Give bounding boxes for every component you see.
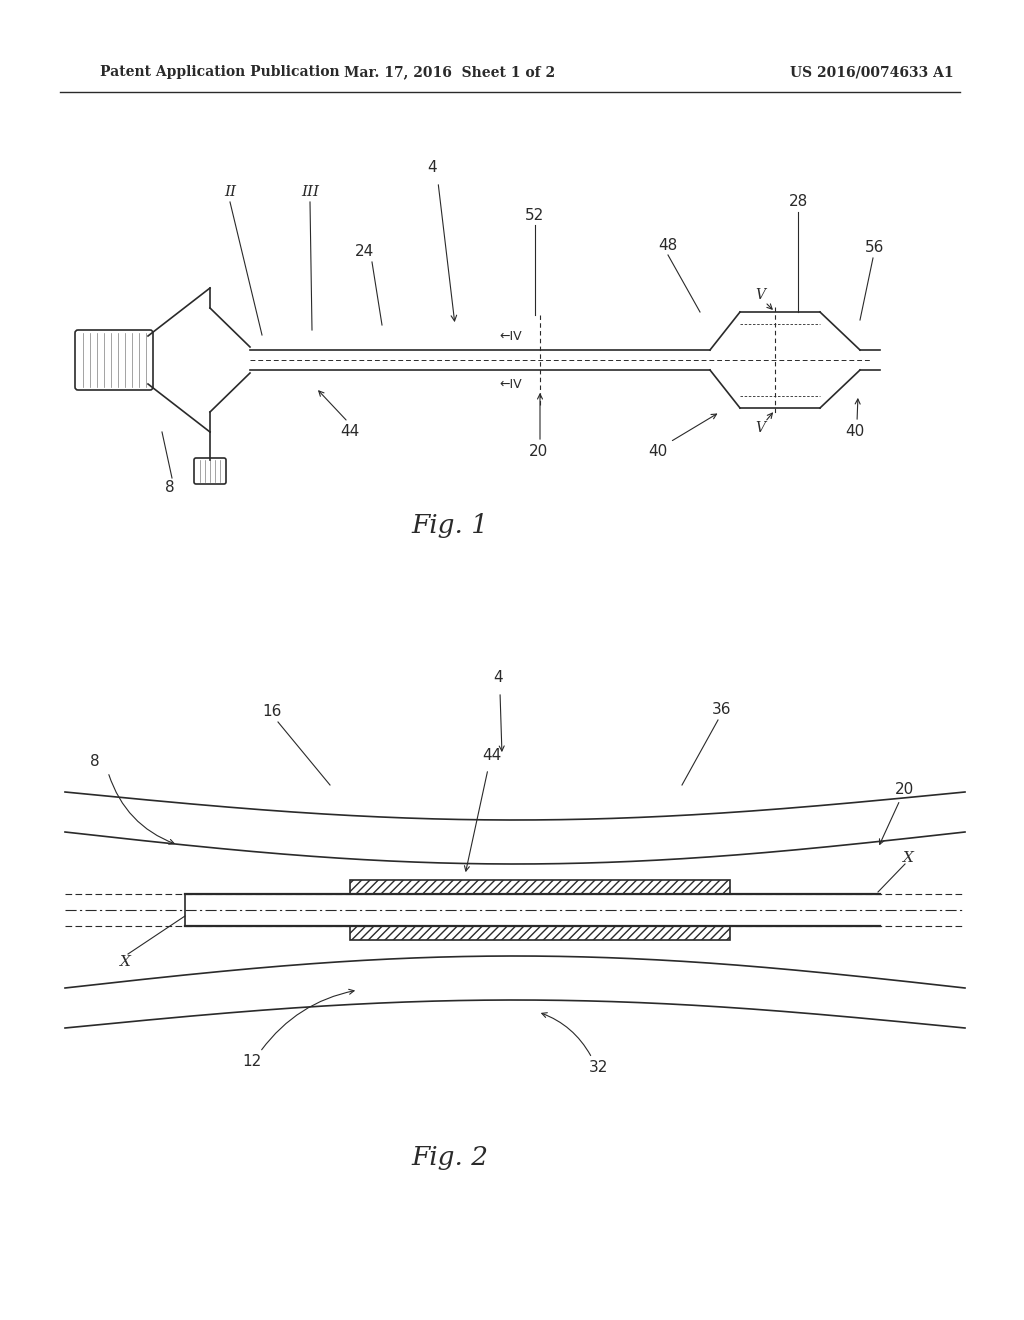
Text: 48: 48 [658, 238, 678, 252]
FancyBboxPatch shape [194, 458, 226, 484]
Text: US 2016/0074633 A1: US 2016/0074633 A1 [790, 65, 953, 79]
Text: ←IV: ←IV [500, 379, 522, 392]
Text: Fig. 2: Fig. 2 [412, 1146, 488, 1171]
Text: 4: 4 [427, 161, 437, 176]
Text: 56: 56 [865, 240, 885, 256]
Text: 4: 4 [494, 671, 503, 685]
Text: Fig. 1: Fig. 1 [412, 512, 488, 537]
Text: X: X [120, 954, 130, 969]
Text: 28: 28 [788, 194, 808, 210]
Text: Mar. 17, 2016  Sheet 1 of 2: Mar. 17, 2016 Sheet 1 of 2 [344, 65, 556, 79]
Text: 44: 44 [340, 425, 359, 440]
Text: 40: 40 [648, 445, 668, 459]
Text: 12: 12 [243, 1055, 261, 1069]
Bar [350, 880, 730, 894]
Text: III: III [301, 185, 319, 199]
Text: V: V [755, 288, 765, 302]
Text: ←IV: ←IV [500, 330, 522, 343]
Text: 8: 8 [90, 755, 99, 770]
Text: 40: 40 [846, 425, 864, 440]
Text: 20: 20 [528, 445, 548, 459]
Text: X: X [902, 851, 913, 865]
FancyBboxPatch shape [75, 330, 153, 389]
Text: 32: 32 [589, 1060, 607, 1076]
Text: V: V [755, 421, 765, 436]
Text: 24: 24 [355, 244, 375, 260]
Text: II: II [224, 185, 236, 199]
Text: 36: 36 [713, 702, 732, 718]
Text: 52: 52 [525, 207, 545, 223]
Text: 44: 44 [482, 747, 502, 763]
Text: 20: 20 [895, 783, 914, 797]
Text: Patent Application Publication: Patent Application Publication [100, 65, 340, 79]
Bar [350, 927, 730, 940]
Text: 8: 8 [165, 480, 175, 495]
Text: 16: 16 [262, 705, 282, 719]
